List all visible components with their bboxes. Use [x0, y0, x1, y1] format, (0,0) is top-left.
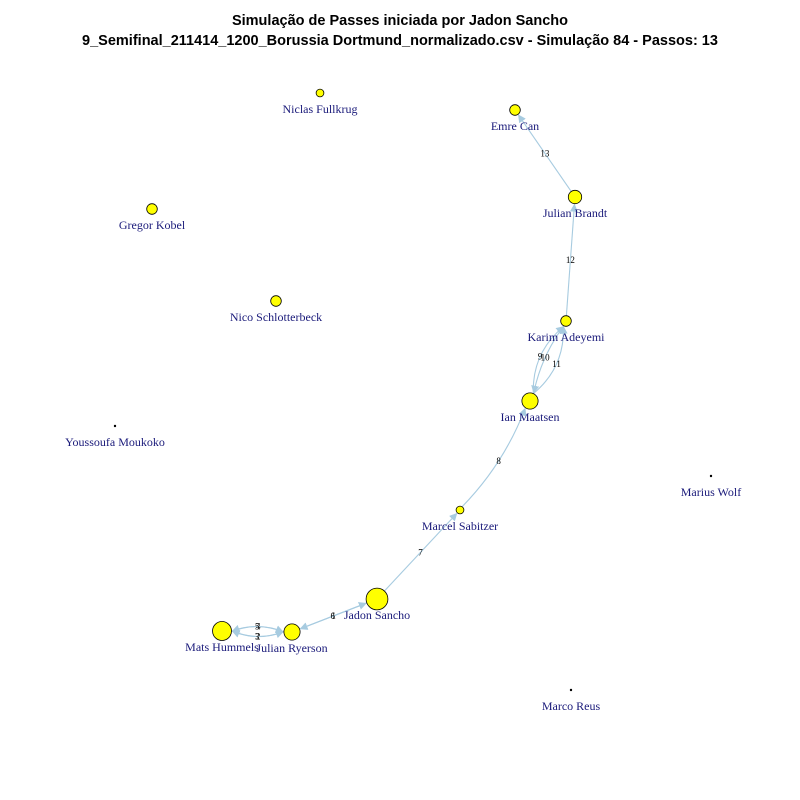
pass-step-label-13: 13 [540, 148, 550, 158]
chart-title: Simulação de Passes iniciada por Jadon S… [0, 11, 800, 51]
pass-step-label-9: 9 [538, 351, 543, 361]
player-label-hummels: Mats Hummels [185, 640, 259, 654]
player-node-maatsen [521, 392, 539, 410]
pass-edge-13 [518, 114, 572, 192]
player-labels: Niclas Fullkrug Emre Can Gregor Kobel Julia… [65, 102, 741, 713]
pass-edge-8 [461, 407, 527, 508]
pass-step-label-6: 6 [330, 611, 335, 621]
player-node-fullkrug [315, 88, 325, 98]
pass-step-label-10: 10 [541, 353, 551, 363]
player-label-reus: Marco Reus [542, 699, 601, 713]
player-node-kobel [146, 203, 158, 215]
player-node-moukoko [113, 424, 117, 428]
pass-edge-12 [565, 203, 578, 316]
pass-edge-3 [231, 630, 284, 639]
pass-step-label-7: 7 [418, 547, 423, 557]
pass-edge-5 [231, 625, 284, 633]
player-node-sancho [365, 587, 389, 611]
pass-edge-6 [299, 602, 367, 630]
player-node-wolf [709, 474, 713, 478]
player-label-schlotterbeck: Nico Schlotterbeck [230, 310, 322, 324]
pass-step-label-12: 12 [566, 255, 575, 265]
player-label-sabitzer: Marcel Sabitzer [422, 519, 498, 533]
player-label-sancho: Jadon Sancho [344, 608, 410, 622]
player-label-wolf: Marius Wolf [681, 485, 741, 499]
player-label-ryerson: Julian Ryerson [256, 641, 327, 655]
player-node-schlotterbeck [270, 295, 282, 307]
player-label-kobel: Gregor Kobel [119, 218, 186, 232]
title-line-2: 9_Semifinal_211414_1200_Borussia Dortmun… [82, 33, 718, 49]
pass-step-label-5: 5 [255, 622, 260, 632]
pass-step-label-8: 8 [496, 456, 501, 466]
player-node-reus [569, 688, 573, 692]
player-label-adeyemi: Karim Adeyemi [528, 330, 606, 344]
pass-step-label-11: 11 [552, 359, 561, 369]
player-node-hummels [212, 621, 232, 641]
title-line-1: Simulação de Passes iniciada por Jadon S… [231, 13, 569, 29]
player-node-emrecan [509, 104, 521, 116]
player-label-brandt: Julian Brandt [543, 206, 608, 220]
player-node-ryerson [283, 623, 301, 641]
player-nodes [113, 88, 713, 692]
pass-edge-11 [532, 325, 568, 395]
player-node-brandt [567, 189, 583, 205]
pass-step-label-3: 3 [255, 632, 260, 642]
player-node-adeyemi [560, 315, 572, 327]
player-label-moukoko: Youssoufa Moukoko [65, 435, 165, 449]
player-label-maatsen: Ian Maatsen [501, 410, 560, 424]
player-node-sabitzer [455, 505, 465, 515]
player-label-fullkrug: Niclas Fullkrug [283, 102, 358, 116]
player-label-emrecan: Emre Can [491, 119, 539, 133]
pass-edge-7 [384, 512, 458, 592]
